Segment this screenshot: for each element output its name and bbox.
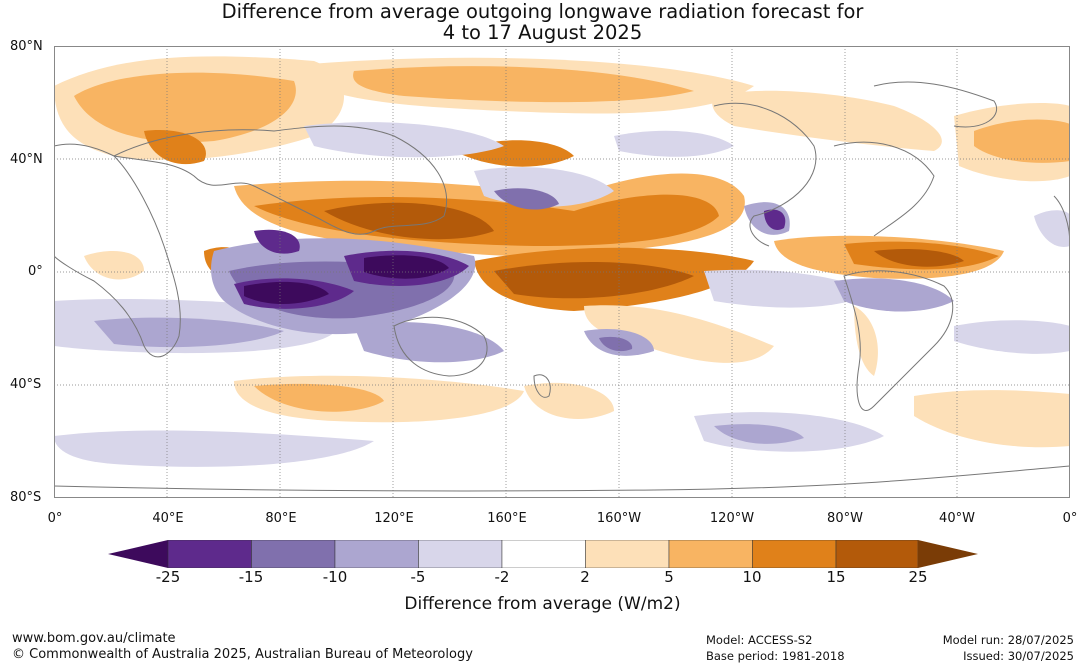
- colorbar-bin-9: [835, 540, 919, 568]
- olr-anomaly-map: [54, 46, 1070, 498]
- colorbar-bin-6: [585, 540, 670, 568]
- colorbar-arrow-low: [108, 540, 168, 568]
- lon-label-160w: 160°W: [596, 511, 642, 526]
- colorbar-tick-neg15: -15: [238, 568, 264, 586]
- lon-label-0: 0°: [47, 511, 63, 526]
- lon-label-0-end: 0°: [1062, 511, 1078, 526]
- map-title-line2: 4 to 17 August 2025: [442, 21, 643, 44]
- footer-copyright: © Commonwealth of Australia 2025, Austra…: [12, 647, 473, 662]
- lon-label-120e: 120°E: [374, 511, 414, 526]
- positive-anomaly-regions: [54, 56, 1070, 448]
- negative-anomaly-regions: [54, 122, 1070, 467]
- lon-label-40e: 40°E: [152, 511, 184, 526]
- colorbar: [108, 540, 978, 568]
- colorbar-bin-1: [167, 540, 252, 568]
- lon-label-40w: 40°W: [939, 511, 975, 526]
- lat-label-eq: 0°: [28, 264, 43, 279]
- footer-base-period: Base period: 1981-2018: [706, 649, 845, 663]
- colorbar-tick-neg10: -10: [322, 568, 348, 586]
- colorbar-bin-7: [668, 540, 753, 568]
- lat-label-40s: 40°S: [10, 377, 42, 392]
- lat-label-80n: 80°N: [10, 39, 43, 54]
- colorbar-tick-2: 2: [580, 568, 590, 586]
- colorbar-tick-5: 5: [664, 568, 674, 586]
- lon-label-120w: 120°W: [709, 511, 755, 526]
- colorbar-tick-15: 15: [826, 568, 846, 586]
- colorbar-bin-8: [752, 540, 837, 568]
- footer-model: Model: ACCESS-S2: [706, 633, 813, 647]
- colorbar-bin-5: [501, 540, 586, 568]
- lon-label-80w: 80°W: [827, 511, 863, 526]
- lat-label-40n: 40°N: [10, 152, 43, 167]
- coastlines: [54, 81, 1070, 492]
- footer-url[interactable]: www.bom.gov.au/climate: [12, 631, 176, 646]
- colorbar-tick-neg25: -25: [155, 568, 181, 586]
- lon-label-80e: 80°E: [265, 511, 297, 526]
- footer-model-run: Model run: 28/07/2025: [942, 633, 1074, 647]
- map-title-line1: Difference from average outgoing longwav…: [221, 0, 864, 23]
- colorbar-bin-3: [334, 540, 419, 568]
- map-svg: [54, 46, 1070, 498]
- lon-label-160e: 160°E: [487, 511, 527, 526]
- colorbar-bin-4: [418, 540, 503, 568]
- colorbar-bin-2: [251, 540, 336, 568]
- colorbar-label: Difference from average (W/m2): [404, 594, 681, 614]
- colorbar-tick-neg5: -5: [410, 568, 426, 586]
- lat-label-80s: 80°S: [10, 490, 42, 505]
- colorbar-tick-25: 25: [908, 568, 928, 586]
- colorbar-arrow-high: [918, 540, 978, 568]
- footer-issued: Issued: 30/07/2025: [963, 649, 1074, 663]
- colorbar-tick-neg2: -2: [494, 568, 510, 586]
- colorbar-tick-10: 10: [742, 568, 762, 586]
